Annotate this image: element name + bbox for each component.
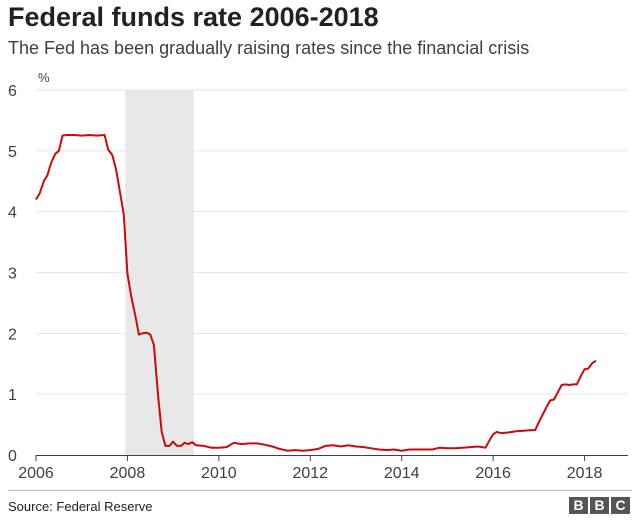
y-tick-label: 0 [8,448,17,465]
bbc-logo: B B C [569,497,630,514]
series-line [35,134,597,452]
y-tick-label: 6 [8,83,17,100]
chart-title: Federal funds rate 2006-2018 [8,2,379,32]
y-axis-unit: % [38,70,50,85]
bbc-logo-letter: B [569,497,588,514]
x-tick-label: 2012 [292,465,328,482]
x-tick-label: 2018 [567,465,603,482]
source-note: Source: Federal Reserve [8,499,153,514]
x-tick-label: 2006 [18,465,54,482]
y-tick-label: 3 [8,266,17,283]
x-tick-label: 2014 [384,465,420,482]
x-tick-label: 2010 [201,465,237,482]
x-tick-label: 2016 [475,465,511,482]
x-tick-label: 2008 [110,465,146,482]
bbc-logo-letter: C [611,497,630,514]
y-tick-label: 5 [8,144,17,161]
footer-divider [8,490,632,491]
y-tick-label: 1 [8,387,17,404]
y-tick-label: 4 [8,205,17,222]
y-tick-label: 2 [8,326,17,343]
bbc-logo-letter: B [590,497,609,514]
chart-subtitle: The Fed has been gradually raising rates… [8,38,530,58]
